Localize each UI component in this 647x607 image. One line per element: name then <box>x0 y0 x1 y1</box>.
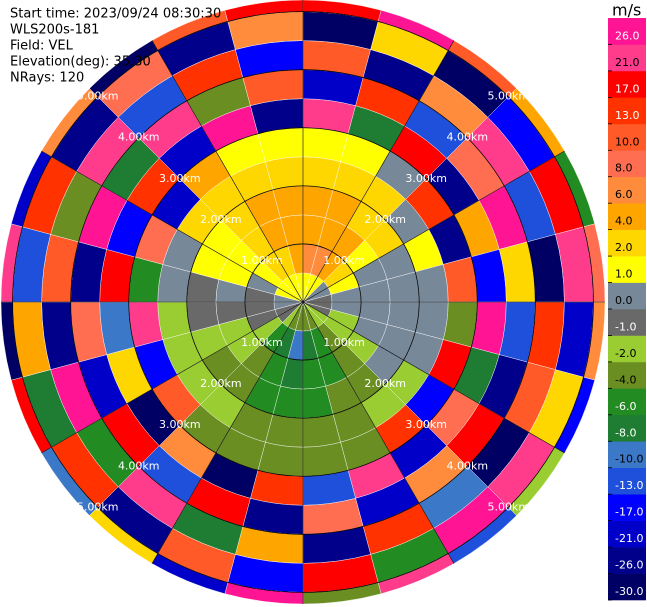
colorbar-bin <box>608 388 646 416</box>
spoke <box>302 301 565 454</box>
velocity-cell <box>443 301 478 348</box>
colorbar-tick-label: 21.0 <box>615 56 640 69</box>
info-line: Field: VEL <box>10 39 74 54</box>
colorbar-bin <box>608 203 646 230</box>
colorbar-tick-label: 8.0 <box>615 162 633 175</box>
colorbar-tick-label: -21.0 <box>615 532 643 545</box>
range-ring-label: 1.00km <box>323 336 365 349</box>
colorbar-bin <box>608 176 646 204</box>
colorbar-bin <box>608 282 646 310</box>
range-ring-label: 2.00km <box>200 377 242 390</box>
spoke <box>151 40 304 303</box>
range-ring-label: 5.00km <box>77 90 119 103</box>
spoke <box>302 40 455 303</box>
colorbar-tick-label: -30.0 <box>615 585 643 598</box>
overlay: 1.00km 1.00km 1.00km 1.00km 2.00km 2.00km 2.00… <box>1 0 605 604</box>
colorbar-tick-label: 2.0 <box>615 241 633 254</box>
range-ring <box>12 11 594 593</box>
colorbar-tick-label: -2.0 <box>615 347 636 360</box>
colorbar-tick-label: -8.0 <box>615 426 636 439</box>
range-ring-label: 3.00km <box>159 172 201 185</box>
colorbar-bin <box>608 256 646 283</box>
colorbar-tick-label: 10.0 <box>615 135 640 148</box>
spoke <box>302 150 565 303</box>
ppi-cells <box>0 0 606 605</box>
colorbar-bin <box>608 467 646 495</box>
colorbar-tick-label: -1.0 <box>615 320 636 333</box>
colorbar-bin <box>608 229 646 257</box>
colorbar-tick-label: 4.0 <box>615 215 633 228</box>
velocity-cell <box>257 127 304 162</box>
info-line: NRays: 120 <box>10 71 84 86</box>
velocity-cell <box>302 442 349 477</box>
colorbar-bin <box>608 547 646 574</box>
colorbar-bin <box>608 335 646 363</box>
colorbar-bin <box>608 123 646 151</box>
info-line: WLS200s-181 <box>10 23 99 38</box>
spoke <box>151 301 304 564</box>
colorbar-bin <box>608 494 646 521</box>
range-ring-label: 4.00km <box>118 131 160 144</box>
range-ring-label: 5.00km <box>77 500 119 513</box>
colorbar-bin <box>608 441 646 469</box>
colorbar-tick-label: 0.0 <box>615 294 633 307</box>
range-ring-label: 3.00km <box>405 172 447 185</box>
colorbar: -30.0 -26.0 -21.0 -17.0 -13.0 -10.0 -8.0 -6.0 -4… <box>608 18 646 601</box>
colorbar-bin <box>608 70 646 98</box>
colorbar-tick-label: -13.0 <box>615 479 643 492</box>
colorbar-tick-label: 1.0 <box>615 268 633 281</box>
range-ring-label: 3.00km <box>159 418 201 431</box>
colorbar-bin <box>608 573 646 601</box>
range-ring <box>244 243 362 361</box>
colorbar-bin <box>608 44 646 72</box>
range-ring-label: 1.00km <box>241 336 283 349</box>
velocity-cell <box>302 127 349 162</box>
colorbar-bin <box>608 309 646 336</box>
range-ring-label: 5.00km <box>488 90 530 103</box>
range-ring <box>70 69 536 535</box>
colorbar-bin <box>608 414 646 442</box>
range-ring-label: 4.00km <box>446 459 488 472</box>
range-ring <box>186 185 420 419</box>
range-ring-label: 2.00km <box>364 213 406 226</box>
colorbar-tick-label: 26.0 <box>615 29 640 42</box>
colorbar-tick-label: -26.0 <box>615 559 643 572</box>
velocity-cell <box>128 301 163 348</box>
range-ring-label: 2.00km <box>200 213 242 226</box>
colorbar-tick-label: -10.0 <box>615 453 643 466</box>
spoke <box>302 301 455 564</box>
range-ring-label: 5.00km <box>488 500 530 513</box>
colorbar-tick-label: 6.0 <box>615 188 633 201</box>
colorbar-bin <box>608 150 646 178</box>
range-ring-label: 1.00km <box>323 254 365 267</box>
spoke <box>41 150 304 303</box>
colorbar-bin <box>608 361 646 389</box>
range-ring-label: 4.00km <box>446 131 488 144</box>
range-ring-label: 1.00km <box>241 254 283 267</box>
range-ring <box>128 127 478 477</box>
colorbar-tick-label: 17.0 <box>615 82 640 95</box>
range-ring-label: 4.00km <box>118 459 160 472</box>
colorbar-bin <box>608 97 646 125</box>
colorbar-bin <box>608 18 646 45</box>
spoke <box>41 301 304 454</box>
range-ring-label: 3.00km <box>405 418 447 431</box>
colorbar-unit: m/s <box>612 1 641 20</box>
velocity-cell <box>128 256 163 303</box>
colorbar-tick-label: 13.0 <box>615 109 640 122</box>
colorbar-tick-label: -6.0 <box>615 400 636 413</box>
colorbar-bin <box>608 520 646 548</box>
colorbar-tick-label: -17.0 <box>615 506 643 519</box>
colorbar-tick-label: -4.0 <box>615 373 636 386</box>
velocity-cell <box>443 256 478 303</box>
velocity-cell <box>257 442 304 477</box>
info-line: Elevation(deg): 35.30 <box>10 55 151 70</box>
range-ring-label: 2.00km <box>364 377 406 390</box>
info-line: Start time: 2023/09/24 08:30:30 <box>10 7 221 22</box>
